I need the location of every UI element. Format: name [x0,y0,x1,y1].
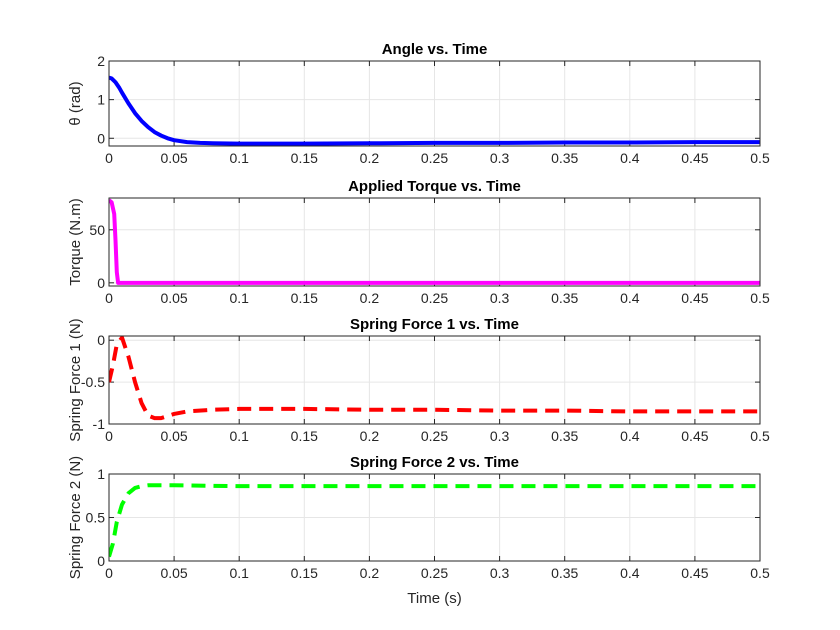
x-tick-label: 0.1 [229,150,249,166]
x-tick-label: 0.1 [229,565,249,581]
axes-box [108,197,761,287]
y-tick-label: -0.5 [81,374,105,390]
x-tick-label: 0.3 [490,290,510,306]
y-axis-label: Torque (N.m) [67,198,84,286]
y-axis-label: Spring Force 2 (N) [67,456,84,579]
x-tick-label: 0.5 [750,565,770,581]
x-tick-label: 0.35 [551,290,578,306]
x-ticks: 0 0.05 0.1 0.15 0.2 0.25 0.3 0.35 0.4 0.45 0.5 [105,61,770,166]
subplot-spring-force-1: 0 0.05 0.1 0.15 0.2 0.25 0.3 0.35 0.4 0.45 0.5 0 -0.… [67,316,770,444]
subplot-angle: 0 0.05 0.1 0.15 0.2 0.25 0.3 0.35 0.4 0.45 0.5 0 1 2 A… [67,41,770,166]
y-tick-label: 2 [97,53,105,69]
x-axis-label: Time (s) [407,590,461,607]
x-ticks: 0 0.05 0.1 0.15 0.2 0.25 0.3 0.35 0.4 0.45 0.5 [105,336,770,444]
y-tick-label: 0.5 [86,510,106,526]
x-tick-label: 0 [105,428,113,444]
series-line [109,336,760,421]
x-tick-label: 0.15 [291,290,318,306]
grid-lines [108,60,761,146]
x-tick-label: 0.3 [490,428,510,444]
x-tick-label: 0 [105,150,113,166]
x-tick-label: 0.4 [620,150,640,166]
x-tick-label: 0.1 [229,428,249,444]
x-tick-label: 0.25 [421,428,448,444]
y-tick-label: 0 [97,332,105,348]
x-tick-label: 0.5 [750,428,770,444]
x-tick-label: 0.05 [160,428,187,444]
x-tick-label: 0.05 [160,290,187,306]
y-ticks: 0 -0.5 -1 [81,332,760,432]
x-tick-label: 0.25 [421,150,448,166]
y-axis-label: θ (rad) [67,81,84,125]
x-tick-label: 0.25 [421,565,448,581]
subplot-title: Spring Force 1 vs. Time [350,316,519,333]
y-tick-label: 0 [97,130,105,146]
axes-box [108,473,761,562]
x-tick-label: 0.05 [160,565,187,581]
x-tick-label: 0.5 [750,150,770,166]
x-tick-label: 0.3 [490,565,510,581]
axes-box [108,335,761,425]
x-tick-label: 0.45 [681,290,708,306]
subplot-spring-force-2: 0 0.05 0.1 0.15 0.2 0.25 0.3 0.35 0.4 0.45 0.5 0 0.5… [67,454,770,607]
subplot-title: Spring Force 2 vs. Time [350,454,519,471]
series-line [109,198,760,285]
y-tick-label: 0 [97,275,105,291]
x-tick-label: 0.4 [620,565,640,581]
x-tick-label: 0.4 [620,428,640,444]
x-tick-label: 0.3 [490,150,510,166]
x-tick-label: 0.2 [360,150,380,166]
x-tick-label: 0.2 [360,428,380,444]
x-tick-label: 0.5 [750,290,770,306]
x-tick-label: 0.45 [681,150,708,166]
x-tick-label: 0.4 [620,290,640,306]
x-tick-label: 0.15 [291,428,318,444]
y-tick-label: 1 [97,466,105,482]
x-tick-label: 0.45 [681,565,708,581]
y-ticks: 0 50 [89,222,760,291]
y-tick-label: 1 [97,92,105,108]
x-ticks: 0 0.05 0.1 0.15 0.2 0.25 0.3 0.35 0.4 0.45 0.5 [105,474,770,581]
subplot-title: Applied Torque vs. Time [348,178,521,195]
series-line [109,483,760,558]
x-tick-label: 0.1 [229,290,249,306]
axes-box [108,60,761,147]
x-tick-label: 0.35 [551,565,578,581]
x-tick-label: 0 [105,290,113,306]
series-line [109,75,760,146]
y-tick-label: 0 [97,553,105,569]
subplot-torque: 0 0.05 0.1 0.15 0.2 0.25 0.3 0.35 0.4 0.45 0.5 0 50 A… [67,178,770,306]
x-tick-label: 0.2 [360,290,380,306]
x-tick-label: 0.15 [291,150,318,166]
y-tick-label: -1 [93,416,106,432]
x-tick-label: 0.15 [291,565,318,581]
x-tick-label: 0.35 [551,150,578,166]
x-tick-label: 0.05 [160,150,187,166]
x-tick-label: 0.35 [551,428,578,444]
x-tick-label: 0.25 [421,290,448,306]
x-tick-label: 0.2 [360,565,380,581]
subplot-title: Angle vs. Time [382,41,488,58]
y-tick-label: 50 [89,222,105,238]
y-axis-label: Spring Force 1 (N) [67,318,84,441]
x-tick-label: 0 [105,565,113,581]
x-tick-label: 0.45 [681,428,708,444]
